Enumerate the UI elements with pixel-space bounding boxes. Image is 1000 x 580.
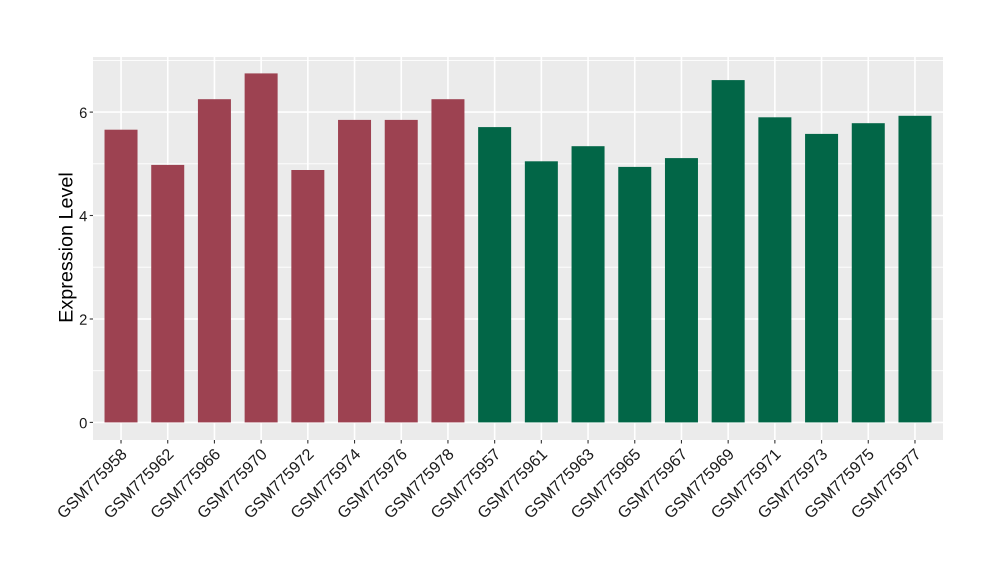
- svg-text:Expression Level: Expression Level: [55, 172, 77, 323]
- svg-text:2: 2: [79, 313, 87, 329]
- svg-text:6: 6: [79, 106, 87, 122]
- svg-text:0: 0: [79, 416, 87, 432]
- svg-text:4: 4: [79, 209, 87, 225]
